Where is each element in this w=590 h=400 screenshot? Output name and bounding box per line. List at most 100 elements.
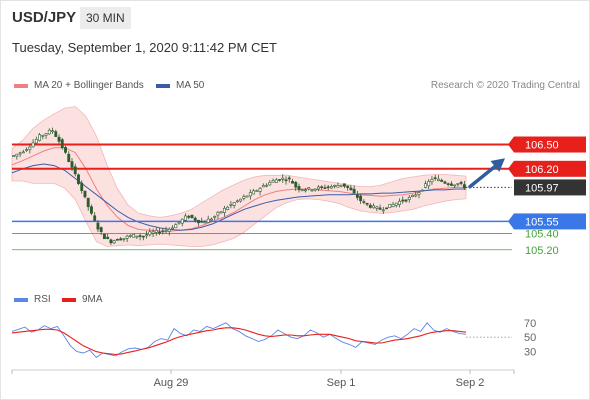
candle-body bbox=[352, 188, 356, 194]
candle-body bbox=[90, 206, 93, 214]
candle bbox=[391, 201, 395, 208]
candle-body bbox=[271, 180, 275, 183]
candle-body bbox=[44, 133, 48, 136]
candle-body bbox=[391, 204, 395, 208]
candle bbox=[300, 189, 304, 192]
candle-body bbox=[388, 203, 392, 209]
candle-body bbox=[171, 227, 174, 230]
candle bbox=[411, 194, 414, 198]
candle bbox=[171, 225, 174, 230]
candle bbox=[417, 191, 421, 199]
candle bbox=[446, 182, 450, 187]
candle bbox=[31, 139, 35, 148]
candle-body bbox=[86, 197, 90, 208]
candle-body bbox=[167, 228, 171, 232]
candle-body bbox=[177, 221, 181, 224]
candle bbox=[77, 173, 80, 186]
candle-body bbox=[323, 187, 327, 189]
candle bbox=[158, 228, 161, 236]
candle bbox=[216, 210, 220, 219]
candle-body bbox=[135, 235, 139, 238]
candle bbox=[378, 204, 382, 210]
candle-body bbox=[141, 235, 145, 238]
candle bbox=[320, 185, 324, 190]
level-tag-notch bbox=[508, 160, 514, 177]
candle-body bbox=[291, 181, 294, 184]
candle-body bbox=[200, 221, 204, 223]
candle-body bbox=[151, 231, 155, 234]
candle bbox=[102, 233, 106, 240]
candle bbox=[206, 215, 210, 223]
level-tag-notch bbox=[508, 213, 514, 230]
ma50-swatch bbox=[156, 83, 170, 88]
candle-body bbox=[210, 218, 213, 221]
candle bbox=[235, 199, 239, 203]
rsi-tick-label: 30 bbox=[524, 347, 536, 359]
candle-body bbox=[349, 187, 353, 191]
candle bbox=[381, 206, 385, 214]
datetime-label: Tuesday, September 1, 2020 9:11:42 PM CE… bbox=[12, 40, 277, 55]
candle-body bbox=[372, 205, 376, 209]
candle-body bbox=[184, 215, 187, 221]
rsi-series-rsi bbox=[11, 322, 467, 358]
legend-ma50: MA 50 bbox=[156, 80, 204, 91]
candle bbox=[151, 228, 155, 238]
candle bbox=[12, 155, 16, 157]
candle bbox=[407, 194, 411, 203]
candle-body bbox=[456, 183, 460, 185]
candle-body bbox=[174, 224, 178, 229]
time-tick-label: Sep 1 bbox=[327, 377, 356, 389]
candle-body bbox=[326, 186, 330, 189]
candle bbox=[433, 174, 437, 181]
candle bbox=[362, 199, 366, 205]
candle-body bbox=[462, 184, 466, 189]
rsi-tick-label: 70 bbox=[524, 318, 536, 330]
price-level-105.40: 105.40 bbox=[12, 229, 559, 241]
candle bbox=[132, 233, 136, 238]
candle-body bbox=[333, 185, 337, 187]
level-tag bbox=[514, 213, 586, 230]
candle-body bbox=[229, 203, 233, 206]
candle-body bbox=[297, 186, 301, 190]
timeframe-button[interactable]: 30 MIN bbox=[80, 7, 131, 29]
candle-body bbox=[145, 234, 149, 237]
candle bbox=[167, 227, 171, 236]
candle bbox=[281, 174, 285, 183]
candle-body bbox=[437, 178, 440, 182]
candle-body bbox=[164, 229, 168, 232]
candle bbox=[323, 184, 327, 189]
candle bbox=[355, 190, 359, 201]
symbol-label: USD/JPY bbox=[12, 9, 77, 26]
candle bbox=[145, 231, 149, 239]
candle bbox=[375, 205, 379, 212]
candle bbox=[252, 189, 256, 195]
candle bbox=[93, 212, 97, 222]
candle-body bbox=[433, 177, 437, 179]
projection-arrow-shaft bbox=[468, 161, 501, 189]
candle-body bbox=[446, 183, 450, 185]
candle bbox=[222, 205, 226, 217]
time-tick-label: Sep 2 bbox=[456, 377, 485, 389]
candle bbox=[352, 185, 356, 194]
candle bbox=[226, 205, 230, 211]
candle-body bbox=[158, 231, 161, 234]
bollinger-band bbox=[11, 106, 467, 247]
candle-body bbox=[329, 186, 333, 189]
candle bbox=[112, 239, 116, 245]
candle bbox=[70, 158, 74, 172]
candle bbox=[41, 134, 45, 140]
candle bbox=[73, 163, 77, 177]
candle bbox=[187, 214, 191, 220]
candle bbox=[21, 149, 25, 154]
candle-body bbox=[385, 207, 388, 210]
candle bbox=[404, 199, 408, 203]
candle-body bbox=[245, 195, 249, 198]
candle bbox=[25, 147, 29, 152]
candle-body bbox=[346, 185, 350, 188]
candle bbox=[359, 194, 363, 204]
ma50-line bbox=[11, 163, 466, 231]
candle-body bbox=[274, 179, 278, 183]
candle bbox=[106, 233, 110, 240]
